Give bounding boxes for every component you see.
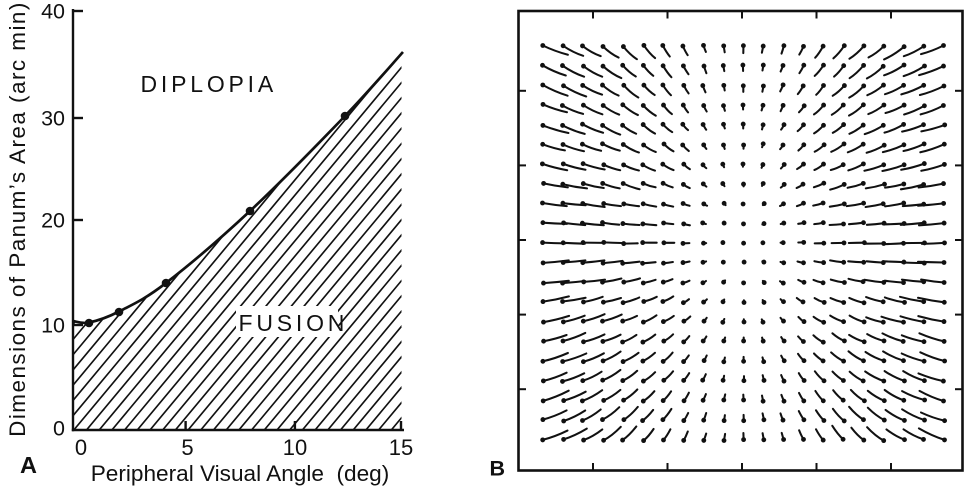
- svg-text:0: 0: [75, 435, 87, 460]
- svg-text:5: 5: [181, 435, 193, 460]
- svg-text:A: A: [20, 452, 37, 478]
- svg-text:FUSION: FUSION: [239, 310, 349, 336]
- svg-text:30: 30: [41, 107, 65, 131]
- svg-text:10: 10: [41, 314, 65, 338]
- svg-text:B: B: [490, 457, 506, 481]
- svg-text:15: 15: [389, 435, 413, 460]
- svg-text:Dimensions of Panum’s Area (ar: Dimensions of Panum’s Area (arc min): [5, 1, 30, 437]
- svg-text:0: 0: [53, 417, 65, 441]
- svg-text:10: 10: [283, 435, 307, 460]
- svg-text:DIPLOPIA: DIPLOPIA: [141, 71, 278, 97]
- svg-text:20: 20: [41, 209, 65, 233]
- svg-text:40: 40: [41, 0, 65, 24]
- svg-text:Peripheral Visual Angle (deg): Peripheral Visual Angle (deg): [91, 461, 390, 486]
